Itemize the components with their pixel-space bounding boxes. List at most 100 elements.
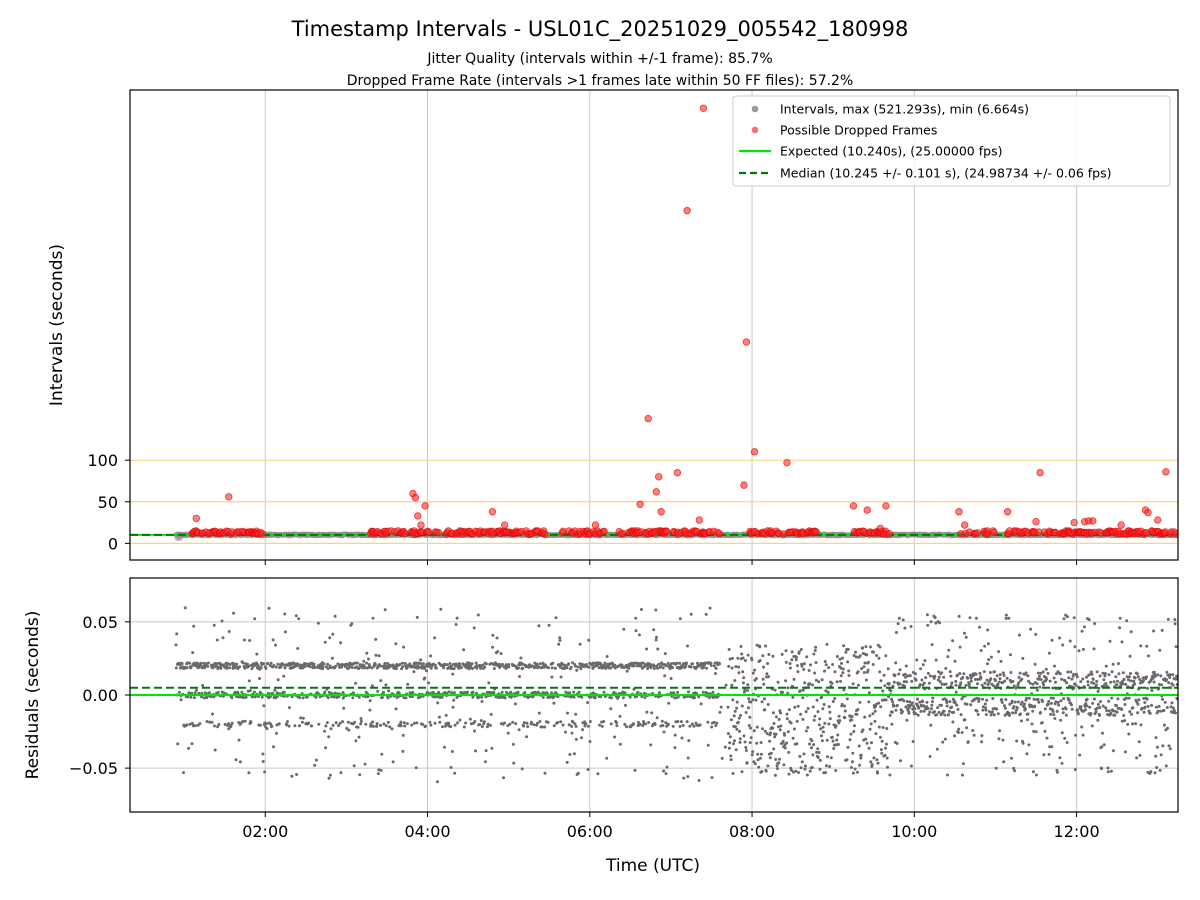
residual-point — [751, 750, 755, 754]
residual-point — [517, 666, 520, 670]
residual-point — [771, 654, 775, 658]
residual-point — [645, 647, 649, 651]
residual-point — [981, 697, 985, 701]
residual-point — [986, 642, 990, 646]
dropped-frame-point — [973, 529, 982, 537]
residual-point — [339, 641, 343, 645]
residual-point — [423, 676, 427, 680]
residual-point — [1021, 656, 1025, 660]
residual-point — [834, 724, 838, 728]
residual-point — [850, 760, 854, 764]
residual-point — [957, 727, 961, 731]
residual-point — [185, 723, 189, 727]
residual-point — [745, 761, 749, 765]
residual-point — [238, 665, 242, 669]
residual-point — [896, 622, 900, 626]
residual-point — [762, 665, 765, 669]
residual-point — [678, 617, 682, 621]
residual-point — [565, 666, 569, 670]
residual-point — [661, 724, 665, 727]
residual-point — [715, 721, 719, 725]
residual-point — [489, 712, 493, 716]
residual-point — [649, 666, 653, 670]
residual-point — [790, 650, 794, 654]
residual-point — [825, 764, 828, 768]
residual-point — [925, 613, 929, 617]
residual-point — [456, 721, 459, 725]
residual-point — [783, 733, 787, 737]
residual-point — [212, 623, 216, 627]
residual-point — [1009, 653, 1012, 657]
residual-point — [702, 665, 706, 669]
residual-point — [438, 720, 442, 724]
residual-point — [248, 639, 252, 642]
residual-point — [540, 725, 544, 729]
residual-point — [383, 608, 387, 612]
residual-point — [654, 608, 658, 612]
residual-point — [993, 670, 996, 674]
residual-point — [347, 728, 351, 732]
residual-point — [453, 771, 457, 775]
residual-point — [365, 661, 368, 665]
residual-point — [634, 629, 638, 633]
residual-point — [736, 720, 740, 724]
residual-point — [928, 755, 932, 758]
residual-point — [512, 761, 516, 765]
residual-point — [740, 770, 744, 774]
residual-point — [1070, 703, 1073, 707]
residual-point — [448, 662, 452, 666]
residual-point — [227, 630, 231, 633]
residual-point — [733, 739, 736, 743]
residual-point — [593, 696, 597, 700]
residual-point — [962, 762, 965, 766]
residual-point — [772, 747, 776, 751]
residual-point — [678, 724, 682, 728]
residual-point — [760, 700, 764, 704]
legend-interval-marker — [751, 105, 759, 113]
residual-point — [1046, 671, 1050, 675]
residual-point — [574, 737, 578, 741]
residual-point — [881, 726, 885, 729]
residual-point — [558, 636, 562, 640]
residual-point — [452, 698, 456, 702]
residual-point — [996, 683, 1000, 687]
residual-point — [948, 709, 951, 713]
residual-point — [769, 751, 773, 755]
residual-point — [667, 701, 671, 705]
residual-point — [262, 704, 266, 708]
residual-point — [710, 776, 714, 780]
residual-point — [989, 655, 993, 659]
residual-point — [605, 756, 609, 760]
residual-point — [518, 675, 521, 678]
residual-point — [275, 731, 278, 735]
residual-point — [814, 661, 818, 664]
dropped-frame-point — [636, 500, 644, 508]
residual-point — [794, 658, 798, 662]
residual-point — [728, 735, 732, 739]
residual-point — [663, 674, 667, 678]
residual-point — [832, 747, 836, 750]
residual-point — [427, 681, 430, 685]
residual-point — [836, 733, 840, 737]
residual-point — [547, 666, 550, 670]
residual-point — [326, 662, 330, 666]
residual-point — [798, 689, 802, 693]
residual-point — [1052, 676, 1056, 680]
residual-point — [483, 665, 487, 669]
residual-point — [624, 703, 627, 707]
residual-point — [852, 730, 856, 733]
residual-point — [503, 721, 506, 725]
residual-point — [283, 630, 287, 634]
residual-point — [980, 740, 984, 744]
residual-point — [522, 721, 526, 725]
residual-point — [789, 721, 793, 725]
residual-point — [639, 661, 643, 665]
residual-point — [683, 665, 687, 669]
residual-point — [685, 661, 688, 665]
residual-point — [808, 742, 811, 746]
residual-point — [176, 742, 180, 746]
residual-point — [965, 726, 969, 730]
residual-point — [986, 628, 990, 632]
residual-point — [849, 732, 853, 736]
residual-point — [981, 705, 985, 709]
